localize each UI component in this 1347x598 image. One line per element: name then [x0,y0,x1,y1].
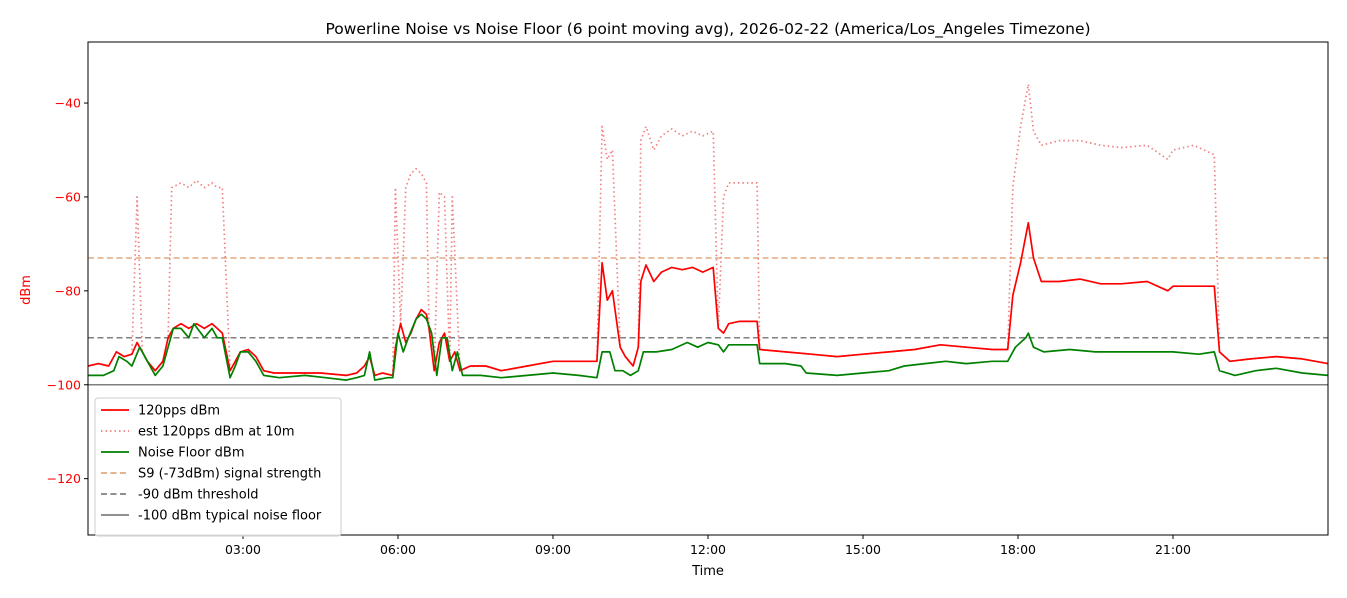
legend-label-0: 120pps dBm [138,404,220,419]
y-axis-label: dBm [19,275,34,305]
y-tick-label-1: −60 [55,189,81,204]
legend-box [94,397,342,537]
series-line-1 [88,83,1328,377]
y-tick-label-0: −40 [55,96,81,111]
x-tick-label-5: 18:00 [1000,542,1036,557]
legend-label-5: -100 dBm typical noise floor [138,509,322,524]
legend: 120pps dBm est 120pps dBm at 10m Noise Flo… [94,397,342,537]
legend-label-1: est 120pps dBm at 10m [138,425,295,440]
x-tick-label-0: 03:00 [225,542,261,557]
x-axis: 03:00 06:00 09:00 12:00 15:00 18:00 21:00 [225,535,1191,557]
x-tick-label-6: 21:00 [1155,542,1191,557]
legend-label-2: Noise Floor dBm [138,446,245,461]
legend-label-4: -90 dBm threshold [138,488,259,503]
x-tick-label-3: 12:00 [690,542,726,557]
series-line-0 [88,221,1328,377]
series-line-2 [88,313,1328,381]
x-tick-label-4: 15:00 [845,542,881,557]
y-tick-label-3: −100 [47,377,81,392]
x-tick-label-2: 09:00 [535,542,571,557]
x-tick-label-1: 06:00 [380,542,416,557]
legend-label-3: S9 (-73dBm) signal strength [138,467,321,482]
x-axis-label: Time [691,564,724,579]
chart-title: Powerline Noise vs Noise Floor (6 point … [325,20,1090,39]
y-tick-label-2: −80 [55,283,81,298]
y-axis: −40 −60 −80 −100 −120 [47,96,88,486]
y-tick-label-4: −120 [47,471,81,486]
